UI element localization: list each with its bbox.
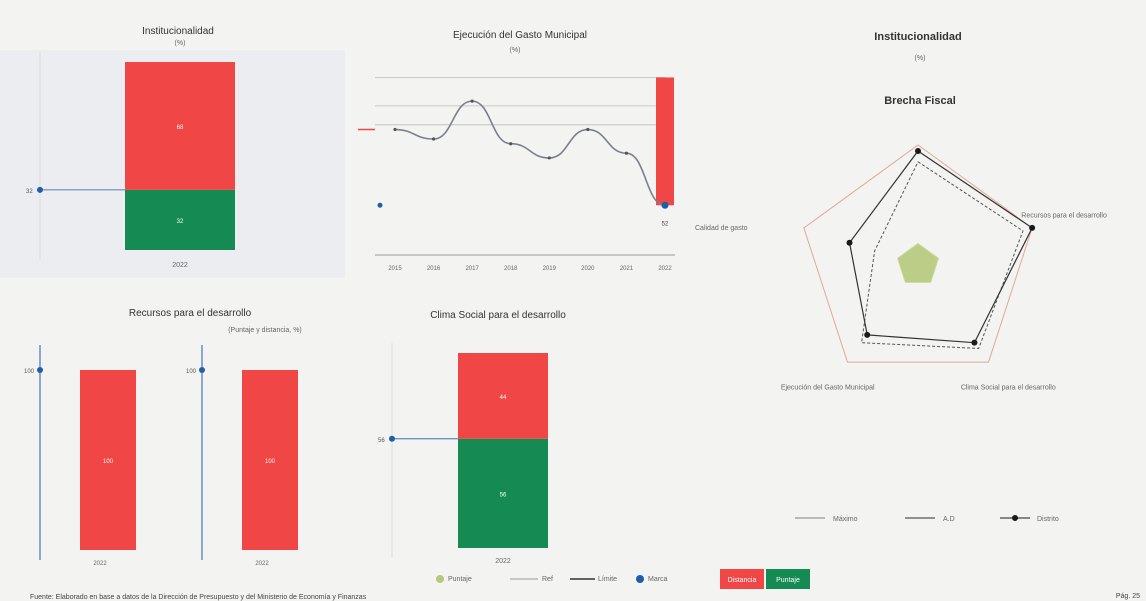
clima-marker (389, 435, 395, 442)
radar-max-polygon (803, 144, 1033, 363)
ejecucion-point (547, 156, 551, 160)
recursos-bar-label: 100 (265, 459, 276, 465)
clima-marker-label: 56 (378, 438, 385, 444)
radar-point (846, 239, 853, 246)
ejecucion-tick-label: 2019 (543, 266, 557, 272)
radar-subtitle: (%) (915, 55, 926, 62)
ejecucion-subtitle: (%) (510, 47, 521, 54)
radar-subtitle2: Brecha Fiscal (884, 95, 956, 107)
institucionalidad-seg-puntaje (125, 189, 235, 250)
recursos-title: Recursos para el desarrollo (129, 308, 252, 319)
ejecucion-point (431, 137, 436, 141)
radar-axis-label: Ejecución del Gasto Municipal (781, 384, 875, 391)
clima-seg-distancia (458, 353, 548, 439)
clima-category: 2022 (495, 558, 511, 565)
legend-limite: Límite (598, 576, 617, 583)
radar-point (915, 148, 921, 154)
institucionalidad-marker-label: 32 (26, 189, 33, 195)
legend-marca: Marca (648, 576, 668, 583)
radar-inner-polygon (896, 242, 940, 283)
brecha-radar-chart: Institucionalidad (%) Brecha Fiscal Recu… (781, 31, 1107, 523)
radar-legend-distrito: Distrito (1037, 516, 1059, 523)
radar-axis-label: Clima Social para el desarrollo (961, 384, 1056, 391)
radar-point (864, 331, 871, 338)
ejecucion-tick-label: 2022 (658, 266, 672, 272)
legend-green-label: Puntaje (776, 577, 800, 584)
clima-seg-label: 56 (500, 492, 507, 498)
ejecucion-point (393, 127, 397, 132)
clima-chart: Clima Social para el desarrollo 56 44 56 2… (378, 310, 566, 565)
radar-legend-max: Máximo (833, 516, 858, 523)
ejecucion-point (586, 127, 590, 132)
ejecucion-marker-label: 52 (662, 221, 669, 227)
radar-title: Institucionalidad (874, 31, 961, 43)
legend-red-label: Distancia (728, 577, 757, 584)
recursos-marker (199, 367, 205, 373)
ejecucion-line (394, 100, 666, 207)
footer-source: Fuente: Elaborado en base a datos de la … (30, 594, 367, 601)
radar-legend: Máximo A.D Distrito (795, 515, 1059, 523)
recursos-marker-label: 100 (186, 369, 197, 375)
legend-ref: Ref (542, 576, 553, 583)
institucionalidad-seg-label: 32 (177, 219, 184, 225)
radar-ad-polygon (861, 161, 1024, 350)
ejecucion-left-marker (377, 202, 383, 208)
ejecucion-chart: Ejecución del Gasto Municipal (%) 2015 20… (358, 30, 748, 272)
ejecucion-bar (656, 77, 674, 206)
ejecucion-point (624, 151, 629, 155)
institucionalidad-seg-label: 68 (177, 125, 184, 131)
ejecucion-tick-label: 2020 (581, 266, 595, 272)
radar-point (1029, 224, 1036, 231)
clima-title: Clima Social para el desarrollo (430, 310, 566, 321)
institucionalidad-title: Institucionalidad (142, 26, 214, 37)
recursos-bar (80, 370, 136, 550)
ejecucion-title: Ejecución del Gasto Municipal (453, 30, 587, 41)
ejecucion-tick-label: 2017 (465, 266, 479, 272)
institucionalidad-seg-distancia (125, 62, 235, 190)
institucionalidad-subtitle: (%) (175, 40, 186, 47)
page-number: Pág. 25 (1115, 593, 1140, 600)
ejecucion-point (470, 99, 474, 103)
recursos-marker (37, 367, 43, 373)
ejecucion-tick-label: 2021 (620, 266, 634, 272)
ejecucion-tick-label: 2015 (388, 266, 402, 272)
ejecucion-tick-label: 2016 (427, 266, 441, 272)
recursos-marker-label: 100 (24, 369, 35, 375)
recursos-bar-label: 100 (103, 459, 114, 465)
bottom-legend: Puntaje Ref Límite Marca Distancia Punta… (436, 569, 810, 589)
ejecucion-tick-label: 2018 (504, 266, 518, 272)
recursos-chart: Recursos para el desarrollo (Puntaje y d… (24, 308, 302, 567)
radar-distrito-polygon (848, 150, 1033, 344)
clima-seg-label: 44 (500, 395, 507, 401)
radar-legend-ad: A.D (943, 516, 955, 523)
recursos-subtitle: (Puntaje y distancia, %) (228, 327, 302, 334)
recursos-category: 2022 (93, 561, 107, 567)
radar-point (971, 339, 978, 346)
radar-axis-label: Recursos para el desarrollo (1021, 213, 1107, 220)
ejecucion-point (509, 142, 513, 146)
institucionalidad-category: 2022 (172, 262, 188, 269)
institucionalidad-marker (37, 186, 43, 193)
institucionalidad-chart: Institucionalidad (%) 32 68 32 2022 (0, 26, 345, 278)
recursos-category: 2022 (255, 561, 269, 567)
recursos-bar (242, 370, 298, 550)
legend-puntaje: Puntaje (448, 576, 472, 583)
ejecucion-side-label: Calidad de gasto (695, 225, 748, 232)
clima-seg-puntaje (458, 438, 548, 548)
ejecucion-marker (661, 201, 669, 209)
